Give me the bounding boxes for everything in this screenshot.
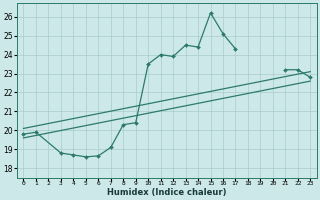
X-axis label: Humidex (Indice chaleur): Humidex (Indice chaleur)	[107, 188, 227, 197]
